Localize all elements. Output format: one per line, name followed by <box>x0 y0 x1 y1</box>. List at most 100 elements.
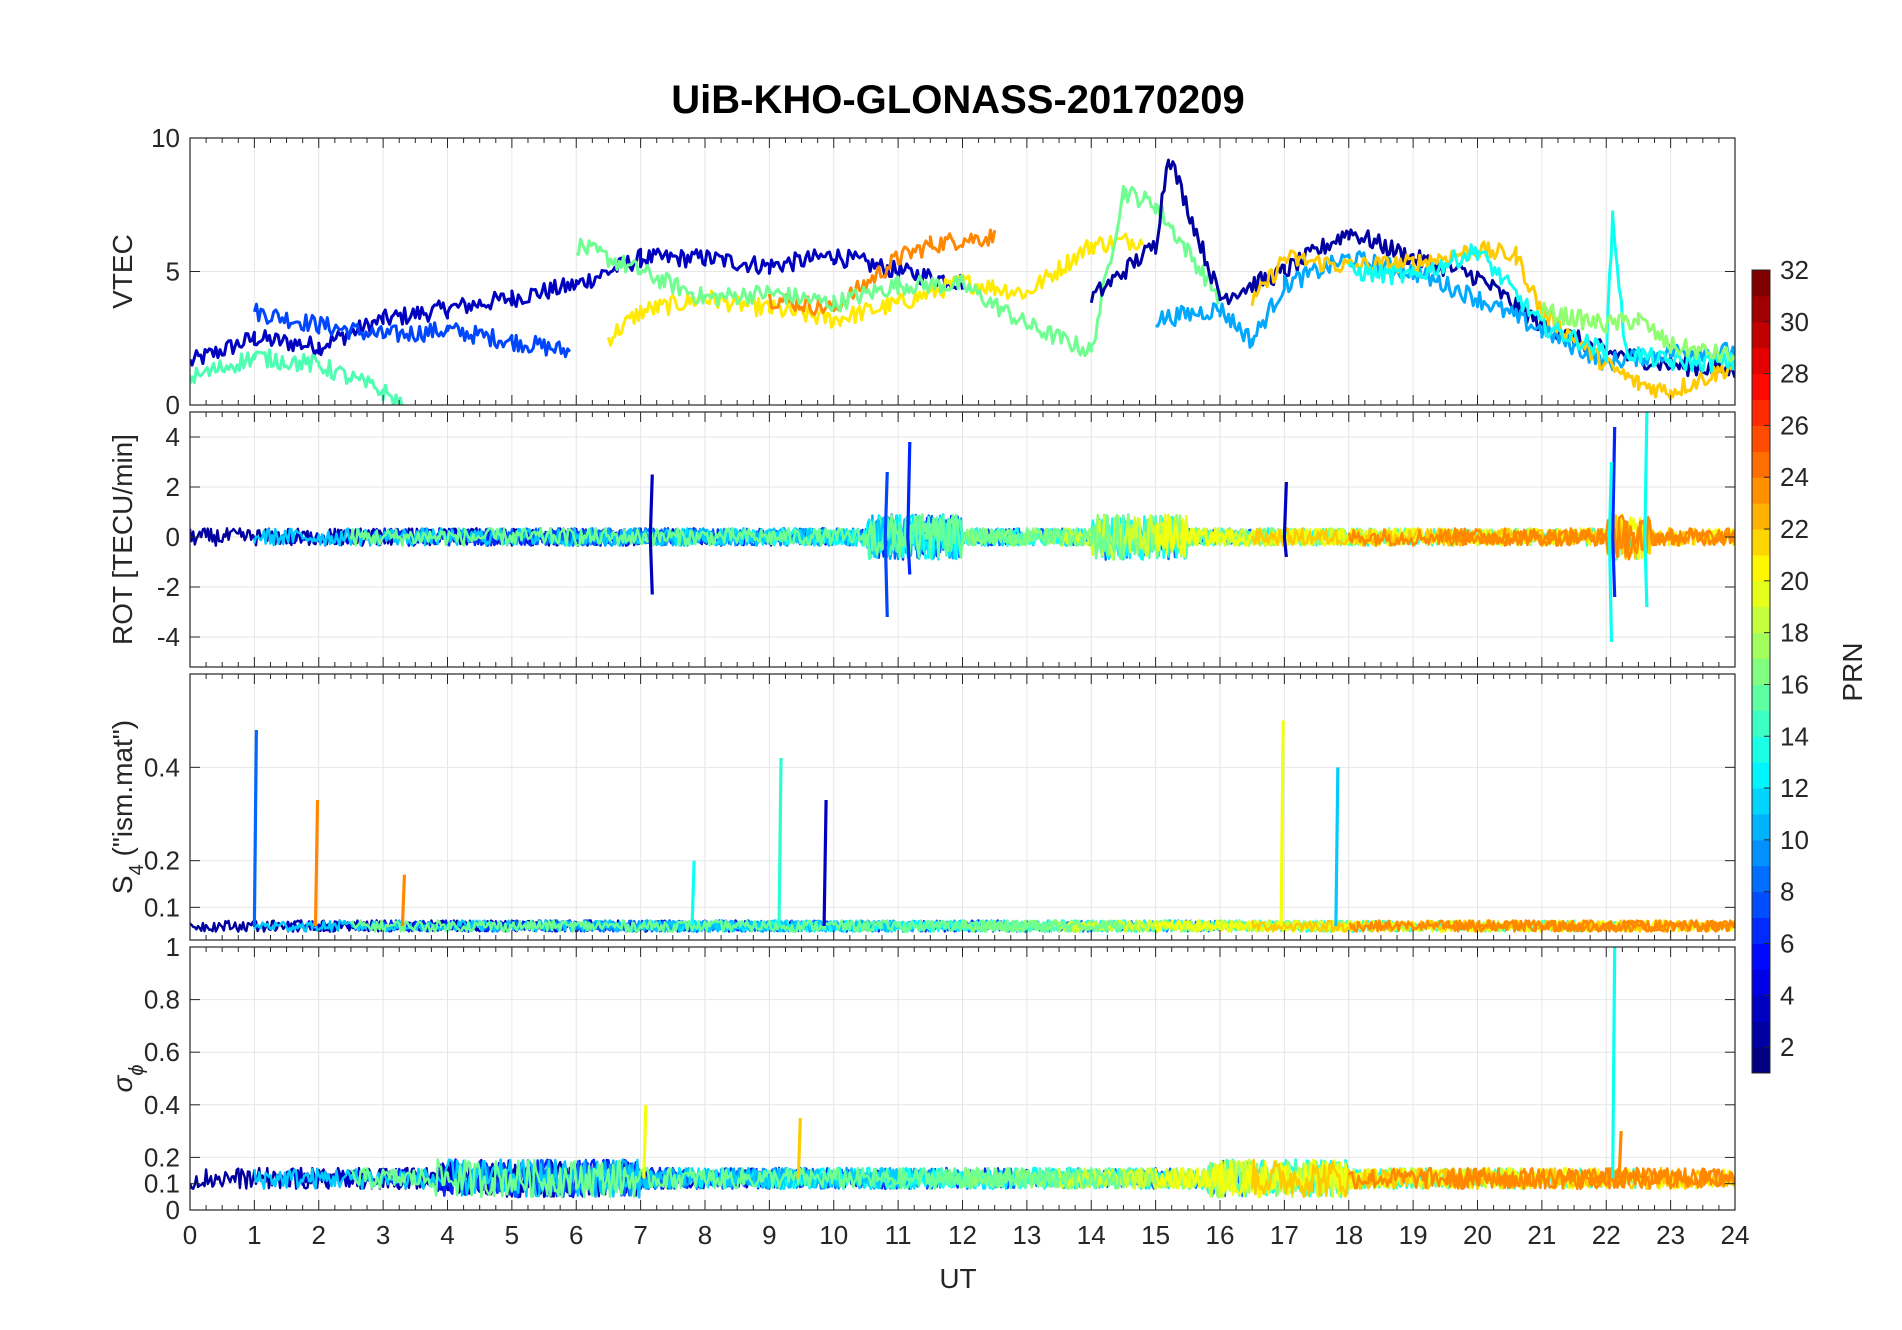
y-tick-label: 0 <box>166 1195 180 1225</box>
colorbar-segment <box>1752 632 1770 660</box>
colorbar-segment <box>1752 917 1770 944</box>
x-tick-label: 20 <box>1463 1220 1492 1250</box>
y-tick-label: 10 <box>151 123 180 153</box>
colorbar-tick-label: 16 <box>1780 669 1809 699</box>
spike-prn-7 <box>883 536 889 618</box>
spike-prn-6 <box>906 441 912 538</box>
x-tick-label: 22 <box>1592 1220 1621 1250</box>
series-line-prn-13 <box>1347 210 1735 373</box>
colorbar-tick-label: 32 <box>1780 255 1809 285</box>
y-tick-label: 0.6 <box>144 1037 180 1067</box>
colorbar-segment <box>1752 943 1770 970</box>
colorbar-segment <box>1752 503 1770 530</box>
colorbar-tick-label: 22 <box>1780 514 1809 544</box>
y-tick-label: 0 <box>166 522 180 552</box>
trace-prn-24 <box>1444 519 1735 555</box>
y-axis-label-sub: ϕ <box>126 1064 148 1075</box>
y-tick-label: 0.2 <box>144 1142 180 1172</box>
y-tick-label: 0 <box>166 390 180 420</box>
x-tick-label: 0 <box>183 1220 197 1250</box>
spike-prn-24 <box>1617 1131 1623 1179</box>
x-axis-label: UT <box>939 1263 976 1294</box>
x-tick-label: 3 <box>376 1220 390 1250</box>
spike-prn-13 <box>1643 412 1649 538</box>
colorbar-segment <box>1752 1047 1770 1074</box>
spike-prn-7 <box>883 471 889 538</box>
x-tick-label: 2 <box>312 1220 326 1250</box>
trace-prn-16 <box>350 919 1125 933</box>
x-tick-label: 7 <box>633 1220 647 1250</box>
y-tick-label: 0.4 <box>144 1090 180 1120</box>
x-tick-label: 15 <box>1141 1220 1170 1250</box>
series-line-prn-10 <box>1155 250 1735 372</box>
colorbar-segment <box>1752 425 1770 452</box>
colorbar-segment <box>1752 399 1770 426</box>
y-tick-label: 4 <box>166 422 180 452</box>
y-tick-label: 0.8 <box>144 985 180 1015</box>
spike-prn-20 <box>1279 720 1285 927</box>
trace-prn-24 <box>1444 1166 1735 1191</box>
trace-prn-16 <box>349 513 1125 561</box>
spike-prn-3 <box>648 474 654 538</box>
spike-prn-13 <box>1607 536 1614 643</box>
spike-prn-3 <box>648 536 654 595</box>
x-tick-label: 11 <box>885 1220 912 1250</box>
colorbar-segment <box>1752 995 1770 1022</box>
colorbar-tick-label: 28 <box>1780 359 1809 389</box>
trace-prn-16 <box>350 1158 1125 1199</box>
x-tick-label: 24 <box>1721 1220 1750 1250</box>
y-axis-label-sub: 4 <box>126 864 148 875</box>
spike-prn-11 <box>1334 767 1340 927</box>
trace-prn-24 <box>1444 919 1735 933</box>
colorbar-segment <box>1752 554 1770 582</box>
x-tick-label: 1 <box>247 1220 261 1250</box>
colorbar-segment <box>1752 865 1770 893</box>
series-line-prn-16 <box>576 184 1222 358</box>
x-tick-label: 19 <box>1399 1220 1428 1250</box>
series-line-prn-7 <box>252 302 572 359</box>
spike-prn-3 <box>1282 481 1288 538</box>
colorbar-segment <box>1752 710 1770 737</box>
colorbar-tick-label: 20 <box>1780 566 1809 596</box>
colorbar-segment <box>1752 295 1770 323</box>
colorbar-segment <box>1752 1021 1770 1048</box>
y-tick-label: 0.2 <box>144 846 180 876</box>
colorbar-tick-label: 2 <box>1780 1032 1794 1062</box>
colorbar-segment <box>1752 813 1770 841</box>
spike-prn-14 <box>777 757 783 927</box>
spike-prn-13 <box>1607 461 1614 538</box>
x-tick-label: 5 <box>505 1220 519 1250</box>
spike-prn-13 <box>1611 947 1617 1179</box>
trace-prn-17 <box>961 1159 1350 1199</box>
y-axis-label-main: σ <box>107 1075 138 1093</box>
x-tick-label: 18 <box>1334 1220 1363 1250</box>
colorbar-label: PRN <box>1837 642 1868 701</box>
spike-prn-22 <box>796 1117 802 1179</box>
y-axis-label: σϕ <box>107 1064 148 1092</box>
panel-1: 0 5 10 VTEC <box>107 123 1736 420</box>
colorbar-segment <box>1752 762 1770 789</box>
spike-prn-3 <box>1282 536 1288 558</box>
spike-prn-13 <box>1643 536 1649 608</box>
x-tick-label: 16 <box>1206 1220 1235 1250</box>
colorbar-segment <box>1752 451 1770 478</box>
colorbar-tick-label: 12 <box>1780 773 1809 803</box>
spike-prn-6 <box>1611 536 1617 598</box>
x-tick-label: 8 <box>698 1220 712 1250</box>
spike-prn-3 <box>822 799 828 927</box>
spike-prn-8 <box>252 729 258 927</box>
x-tick-label: 9 <box>762 1220 776 1250</box>
series-line-prn-22 <box>1250 240 1735 401</box>
y-axis-label-main: S <box>107 875 138 894</box>
x-tick-label: 14 <box>1077 1220 1106 1250</box>
panel-data <box>190 947 1735 1199</box>
spike-prn-24 <box>400 874 407 927</box>
colorbar-segment <box>1752 529 1770 556</box>
y-tick-label: -4 <box>157 622 180 652</box>
panel-3: 0.10.20.4S4 ("ism.mat") <box>107 673 1736 941</box>
colorbar-tick-label: 10 <box>1780 825 1809 855</box>
colorbar-segment <box>1752 658 1770 685</box>
colorbar-segment <box>1752 477 1770 504</box>
colorbar-tick-label: 14 <box>1780 721 1809 751</box>
